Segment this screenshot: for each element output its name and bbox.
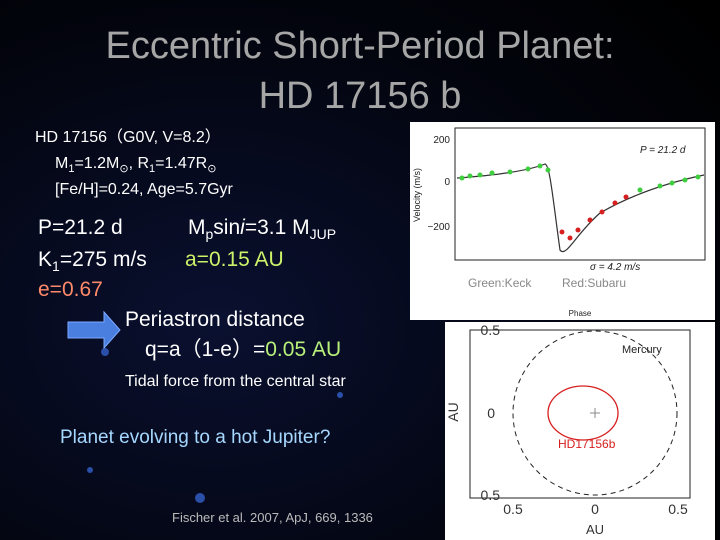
semi-major-axis: a=0.15 AU <box>185 248 284 271</box>
run: =275 m/s <box>60 248 147 271</box>
plot-background <box>410 122 715 320</box>
mercury-orbit <box>512 330 678 496</box>
run: q=a（1-e）= <box>145 338 265 361</box>
run: M <box>188 216 206 239</box>
run: , R <box>129 155 149 172</box>
k: K1=275 m/s <box>38 248 147 274</box>
rv-plot: 200 0 −200 Velocity (m/s) P = 21.2 d σ =… <box>410 122 715 320</box>
x-tick-label: 0 <box>591 501 599 517</box>
sub: 1 <box>52 258 60 274</box>
mercury-label: Mercury <box>622 344 662 356</box>
question: Planet evolving to a hot Jupiter? <box>60 427 330 448</box>
decor-dots <box>87 348 343 503</box>
sub: 1 <box>68 163 74 175</box>
star-line: [Fe/H]=0.24, Age=5.7Gyr <box>55 181 234 198</box>
y-tick-label: 0.5 <box>481 487 501 503</box>
y-tick-label: 200 <box>433 135 450 146</box>
title-line: HD 17156 b <box>259 75 462 117</box>
run: M <box>55 155 68 172</box>
planet-label: HD17156b <box>558 437 616 451</box>
periastron-label: Periastron distance <box>125 308 305 331</box>
plot-background <box>445 322 715 540</box>
sub: ⊙ <box>207 163 216 175</box>
y-tick-label: −200 <box>427 222 450 233</box>
keck-points <box>459 163 701 193</box>
run: K <box>38 248 52 271</box>
reference: Fischer et al. 2007, ApJ, 669, 1336 <box>172 510 373 525</box>
arrow <box>67 310 121 350</box>
planet-orbit <box>547 385 619 441</box>
y-axis-label: AU <box>445 402 461 421</box>
run: 0.05 AU <box>265 338 341 361</box>
msini: Mpsini=3.1 MJUP <box>188 216 336 242</box>
sub: 1 <box>149 163 155 175</box>
star-line: HD 17156（G0V, V=8.2） <box>35 128 221 146</box>
run: =1.47R <box>155 155 207 172</box>
run: i <box>240 216 246 239</box>
run: =3.1 M <box>245 216 310 239</box>
star-marker <box>590 408 600 418</box>
sub: JUP <box>310 226 336 242</box>
y-tick-label: 0 <box>487 405 495 421</box>
orbit-plot: 0.5 0 0.5 0.5 0 0.5 AU AU Mercury HD1715… <box>445 322 715 540</box>
eccentricity: e=0.67 <box>38 278 103 301</box>
plot-frame <box>469 329 691 499</box>
sigma-label: σ = 4.2 m/s <box>590 262 640 273</box>
parameters: P=21.2 d Mpsini=3.1 MJUP K1=275 m/s a=0.… <box>38 216 341 361</box>
plot-frame <box>454 127 706 261</box>
x-axis-label: AU <box>586 522 604 537</box>
run: =1.2M <box>74 155 119 172</box>
x-axis-label: Phase <box>569 309 592 318</box>
star-info: HD 17156（G0V, V=8.2） M1=1.2M⊙, R1=1.47R⊙… <box>35 128 234 198</box>
x-tick-label: 0.5 <box>668 501 688 517</box>
y-axis-label: Velocity (m/s) <box>412 168 422 222</box>
periastron-formula: q=a（1-e）=0.05 AU <box>145 338 341 361</box>
subaru-points <box>559 194 629 241</box>
y-tick-label: 0.5 <box>481 322 501 338</box>
legend-entry: Red:Subaru <box>562 276 626 290</box>
legend-entry: Green:Keck <box>468 276 532 290</box>
run: sin <box>213 216 240 239</box>
star-line: M1=1.2M⊙, R1=1.47R⊙ <box>55 155 216 175</box>
x-tick-label: 0.5 <box>503 501 523 517</box>
y-tick-label: 0 <box>444 177 450 188</box>
sub: p <box>206 226 214 242</box>
title-line: Eccentric Short-Period Planet: <box>105 25 614 67</box>
period: P=21.2 d <box>38 216 123 239</box>
period-label: P = 21.2 d <box>640 145 686 156</box>
sub: ⊙ <box>119 163 128 175</box>
tidal-note: Tidal force from the central star <box>125 373 346 390</box>
